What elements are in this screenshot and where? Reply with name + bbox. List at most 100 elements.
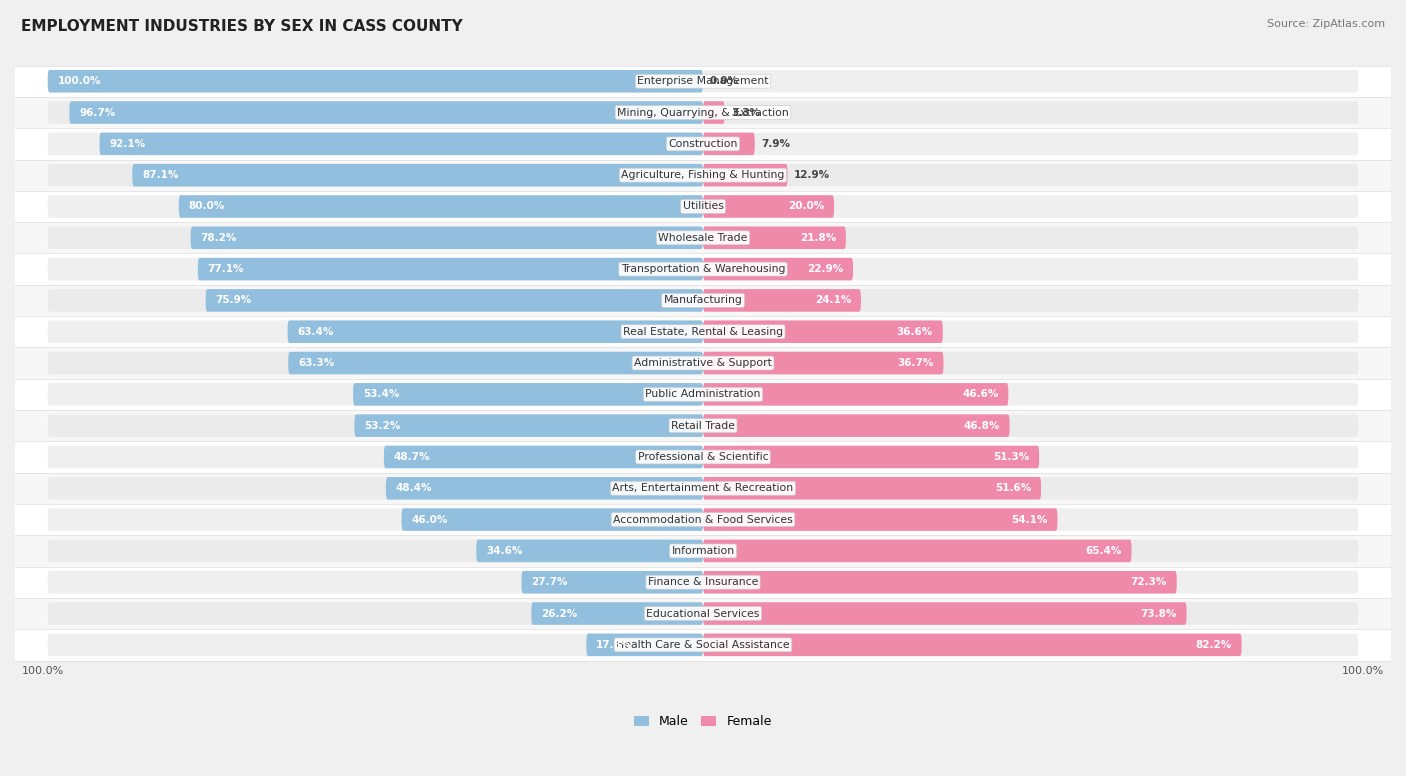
Bar <box>15 473 1391 504</box>
FancyBboxPatch shape <box>703 352 1358 374</box>
FancyBboxPatch shape <box>48 320 703 343</box>
FancyBboxPatch shape <box>703 477 1040 500</box>
Bar <box>15 379 1391 410</box>
Text: 20.0%: 20.0% <box>787 202 824 212</box>
Text: 92.1%: 92.1% <box>110 139 145 149</box>
Text: 100.0%: 100.0% <box>58 76 101 86</box>
FancyBboxPatch shape <box>703 445 1358 468</box>
FancyBboxPatch shape <box>703 571 1177 594</box>
FancyBboxPatch shape <box>48 445 703 468</box>
Text: 63.4%: 63.4% <box>298 327 333 337</box>
FancyBboxPatch shape <box>703 602 1187 625</box>
FancyBboxPatch shape <box>703 602 1358 625</box>
Text: Wholesale Trade: Wholesale Trade <box>658 233 748 243</box>
Bar <box>15 66 1391 97</box>
FancyBboxPatch shape <box>703 289 1358 312</box>
Text: 24.1%: 24.1% <box>814 296 851 306</box>
FancyBboxPatch shape <box>384 445 703 468</box>
Text: 21.8%: 21.8% <box>800 233 837 243</box>
Bar <box>15 410 1391 442</box>
FancyBboxPatch shape <box>69 102 703 124</box>
Text: Utilities: Utilities <box>682 202 724 212</box>
Text: 0.0%: 0.0% <box>710 76 738 86</box>
FancyBboxPatch shape <box>703 289 860 312</box>
Text: 34.6%: 34.6% <box>486 546 523 556</box>
FancyBboxPatch shape <box>703 633 1241 656</box>
Text: 27.7%: 27.7% <box>531 577 568 587</box>
Text: Source: ZipAtlas.com: Source: ZipAtlas.com <box>1267 19 1385 29</box>
FancyBboxPatch shape <box>703 133 755 155</box>
FancyBboxPatch shape <box>703 227 1358 249</box>
FancyBboxPatch shape <box>703 539 1358 562</box>
Text: Information: Information <box>672 546 734 556</box>
Text: Accommodation & Food Services: Accommodation & Food Services <box>613 514 793 525</box>
Text: 73.8%: 73.8% <box>1140 608 1177 618</box>
FancyBboxPatch shape <box>703 383 1008 406</box>
Text: 63.3%: 63.3% <box>298 358 335 368</box>
FancyBboxPatch shape <box>703 414 1358 437</box>
FancyBboxPatch shape <box>48 602 703 625</box>
FancyBboxPatch shape <box>288 320 703 343</box>
Text: 7.9%: 7.9% <box>761 139 790 149</box>
Text: 51.6%: 51.6% <box>995 483 1031 494</box>
Text: 96.7%: 96.7% <box>79 108 115 117</box>
Text: 17.8%: 17.8% <box>596 640 633 650</box>
FancyBboxPatch shape <box>48 383 703 406</box>
FancyBboxPatch shape <box>703 227 846 249</box>
Text: 53.2%: 53.2% <box>364 421 401 431</box>
Bar <box>15 128 1391 160</box>
FancyBboxPatch shape <box>48 70 703 92</box>
FancyBboxPatch shape <box>48 508 703 531</box>
FancyBboxPatch shape <box>48 477 703 500</box>
Bar <box>15 191 1391 222</box>
Text: 48.4%: 48.4% <box>395 483 432 494</box>
FancyBboxPatch shape <box>703 70 1358 92</box>
FancyBboxPatch shape <box>132 164 703 186</box>
Text: Mining, Quarrying, & Extraction: Mining, Quarrying, & Extraction <box>617 108 789 117</box>
Text: 12.9%: 12.9% <box>794 170 830 180</box>
Legend: Male, Female: Male, Female <box>630 710 776 733</box>
FancyBboxPatch shape <box>48 289 703 312</box>
FancyBboxPatch shape <box>402 508 703 531</box>
Bar <box>15 97 1391 128</box>
FancyBboxPatch shape <box>48 539 703 562</box>
FancyBboxPatch shape <box>48 633 703 656</box>
Text: 48.7%: 48.7% <box>394 452 430 462</box>
FancyBboxPatch shape <box>703 196 1358 218</box>
FancyBboxPatch shape <box>703 320 1358 343</box>
Text: Professional & Scientific: Professional & Scientific <box>638 452 768 462</box>
Text: Administrative & Support: Administrative & Support <box>634 358 772 368</box>
FancyBboxPatch shape <box>703 320 943 343</box>
Text: Construction: Construction <box>668 139 738 149</box>
FancyBboxPatch shape <box>288 352 703 374</box>
Text: Health Care & Social Assistance: Health Care & Social Assistance <box>616 640 790 650</box>
Bar <box>15 254 1391 285</box>
Text: 36.6%: 36.6% <box>897 327 934 337</box>
FancyBboxPatch shape <box>522 571 703 594</box>
FancyBboxPatch shape <box>703 352 943 374</box>
Text: 46.8%: 46.8% <box>963 421 1000 431</box>
Text: 3.3%: 3.3% <box>731 108 761 117</box>
FancyBboxPatch shape <box>48 352 703 374</box>
Bar <box>15 348 1391 379</box>
FancyBboxPatch shape <box>703 258 1358 280</box>
FancyBboxPatch shape <box>48 164 703 186</box>
Bar <box>15 566 1391 598</box>
FancyBboxPatch shape <box>703 508 1358 531</box>
FancyBboxPatch shape <box>353 383 703 406</box>
Text: 22.9%: 22.9% <box>807 264 844 274</box>
FancyBboxPatch shape <box>191 227 703 249</box>
Text: Educational Services: Educational Services <box>647 608 759 618</box>
Text: 36.7%: 36.7% <box>897 358 934 368</box>
FancyBboxPatch shape <box>179 196 703 218</box>
FancyBboxPatch shape <box>586 633 703 656</box>
FancyBboxPatch shape <box>48 571 703 594</box>
Text: 100.0%: 100.0% <box>1343 666 1385 676</box>
Text: Public Administration: Public Administration <box>645 390 761 400</box>
Text: Manufacturing: Manufacturing <box>664 296 742 306</box>
FancyBboxPatch shape <box>48 70 703 92</box>
Text: 72.3%: 72.3% <box>1130 577 1167 587</box>
FancyBboxPatch shape <box>703 633 1358 656</box>
FancyBboxPatch shape <box>703 539 1132 562</box>
FancyBboxPatch shape <box>48 196 703 218</box>
